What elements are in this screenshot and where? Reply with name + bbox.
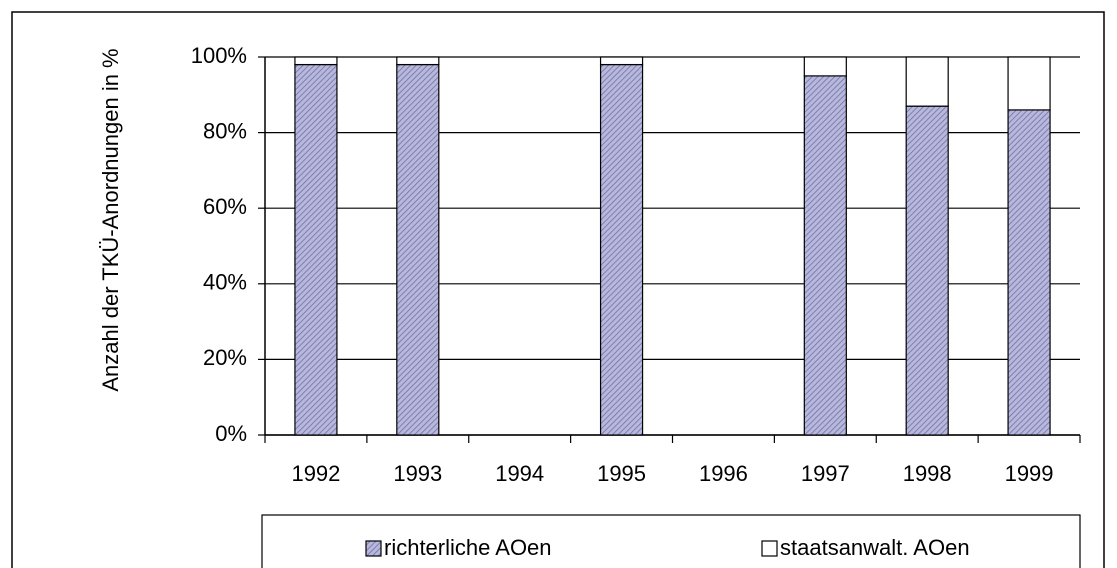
y-tick-label: 0%	[215, 421, 247, 446]
bar-segment	[803, 75, 847, 436]
x-tick-label: 1997	[801, 461, 850, 486]
bar-segment	[396, 63, 440, 436]
y-tick-label: 40%	[203, 270, 247, 295]
x-tick-label: 1992	[291, 461, 340, 486]
y-axis-label: Anzahl der TKÜ-Anordnungen in %	[98, 48, 123, 391]
bar-segment	[599, 63, 644, 436]
y-tick-label: 60%	[203, 194, 247, 219]
x-tick-label: 1993	[393, 461, 442, 486]
legend-swatch	[761, 540, 778, 557]
bar-segment	[803, 56, 847, 77]
x-tick-label: 1998	[903, 461, 952, 486]
x-tick-label: 1999	[1005, 461, 1054, 486]
x-tick-label: 1995	[597, 461, 646, 486]
legend-box	[261, 514, 1081, 568]
legend-swatch	[365, 540, 382, 557]
bar-segment	[599, 56, 644, 66]
bar-segment	[1007, 56, 1051, 111]
x-tick-label: 1994	[495, 461, 544, 486]
y-tick-label: 20%	[203, 345, 247, 370]
bar-segment	[396, 56, 440, 66]
bar-segment	[294, 63, 338, 436]
legend-label: richterliche AOen	[384, 535, 552, 560]
x-tick-label: 1996	[699, 461, 748, 486]
bar-segment	[905, 105, 949, 436]
legend-label: staatsanwalt. AOen	[780, 535, 970, 560]
y-tick-label: 100%	[191, 43, 247, 68]
bar-segment	[294, 56, 338, 66]
bar-segment	[1007, 109, 1051, 436]
y-tick-label: 80%	[203, 118, 247, 143]
bar-segment	[905, 56, 949, 107]
